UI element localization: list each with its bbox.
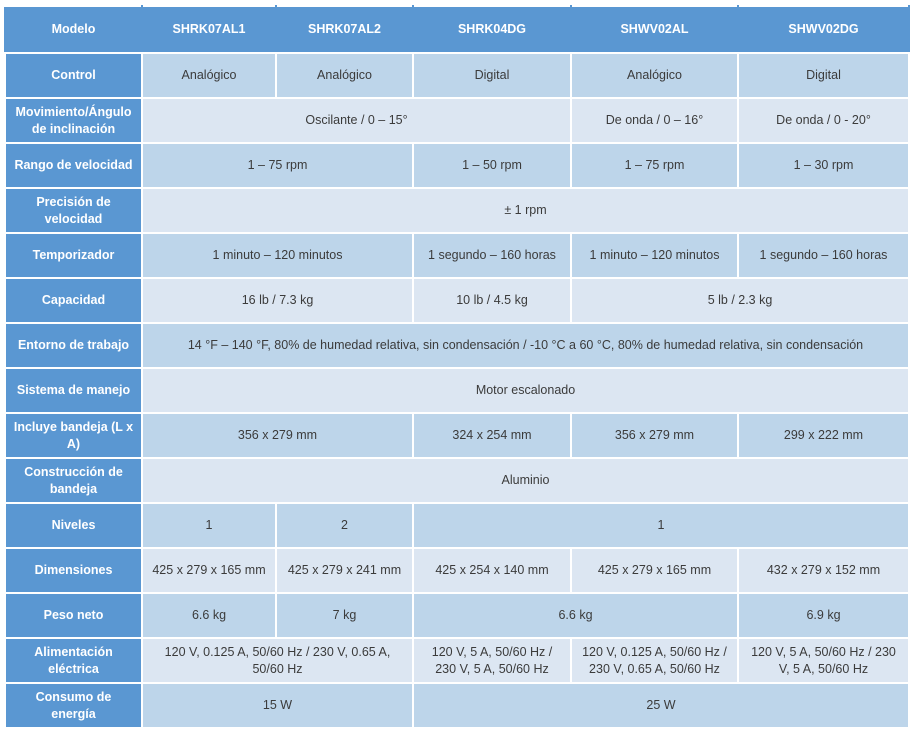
- table-row: Alimentación eléctrica 120 V, 0.125 A, 50…: [4, 637, 910, 684]
- spec-cell: 1 segundo – 160 horas: [412, 232, 572, 279]
- row-header-label: Construcción de bandeja: [4, 457, 143, 504]
- table-row: Dimensiones 425 x 279 x 165 mm 425 x 279 x…: [4, 547, 910, 594]
- spec-cell: 299 x 222 mm: [737, 412, 910, 459]
- spec-cell: 356 x 279 mm: [570, 412, 739, 459]
- spec-cell: 120 V, 0.125 A, 50/60 Hz / 230 V, 0.65 A…: [141, 637, 414, 684]
- header-cell-model-4: SHWV02AL: [570, 5, 739, 54]
- spec-table-body: Control Analógico Analógico Digital Analógic…: [4, 52, 910, 729]
- spec-cell: Analógico: [141, 52, 277, 99]
- spec-cell: Motor escalonado: [141, 367, 910, 414]
- table-row: Capacidad 16 lb / 7.3 kg 10 lb / 4.5 kg 5 l…: [4, 277, 910, 324]
- header-cell-model-1: SHRK07AL1: [141, 5, 277, 54]
- spec-cell: 120 V, 0.125 A, 50/60 Hz / 230 V, 0.65 A…: [570, 637, 739, 684]
- table-row: Entorno de trabajo 14 °F – 140 °F, 80% de…: [4, 322, 910, 369]
- table-row: Construcción de bandeja Aluminio: [4, 457, 910, 504]
- spec-cell: 324 x 254 mm: [412, 412, 572, 459]
- spec-cell: 425 x 254 x 140 mm: [412, 547, 572, 594]
- spec-cell: Oscilante / 0 – 15°: [141, 97, 572, 144]
- header-row: Modelo SHRK07AL1 SHRK07AL2 SHRK04DG SHWV02A…: [4, 5, 910, 54]
- spec-cell: 1 – 30 rpm: [737, 142, 910, 189]
- table-row: Movimiento/Ángulo de inclinación Oscilant…: [4, 97, 910, 144]
- spec-cell: 1: [141, 502, 277, 549]
- table-row: Consumo de energía 15 W 25 W: [4, 682, 910, 729]
- table-row: Rango de velocidad 1 – 75 rpm 1 – 50 rpm 1 …: [4, 142, 910, 189]
- spec-cell: 14 °F – 140 °F, 80% de humedad relativa,…: [141, 322, 910, 369]
- spec-cell: 120 V, 5 A, 50/60 Hz / 230 V, 5 A, 50/60…: [737, 637, 910, 684]
- spec-cell: 10 lb / 4.5 kg: [412, 277, 572, 324]
- header-cell-model-5: SHWV02DG: [737, 5, 910, 54]
- row-header-label: Precisión de velocidad: [4, 187, 143, 234]
- row-header-label: Incluye bandeja (L x A): [4, 412, 143, 459]
- spec-cell: 1 – 50 rpm: [412, 142, 572, 189]
- spec-cell: 25 W: [412, 682, 910, 729]
- spec-cell: 15 W: [141, 682, 414, 729]
- spec-cell: 120 V, 5 A, 50/60 Hz / 230 V, 5 A, 50/60…: [412, 637, 572, 684]
- spec-cell: 425 x 279 x 165 mm: [570, 547, 739, 594]
- row-header-label: Sistema de manejo: [4, 367, 143, 414]
- spec-cell: 6.6 kg: [141, 592, 277, 639]
- spec-cell: ± 1 rpm: [141, 187, 910, 234]
- spec-cell: 1 – 75 rpm: [141, 142, 414, 189]
- spec-cell: 1: [412, 502, 910, 549]
- spec-cell: 1 minuto – 120 minutos: [141, 232, 414, 279]
- header-cell-modelo: Modelo: [4, 5, 143, 54]
- spec-cell: Aluminio: [141, 457, 910, 504]
- spec-cell: 2: [275, 502, 414, 549]
- table-row: Control Analógico Analógico Digital Analógic…: [4, 52, 910, 99]
- header-cell-model-3: SHRK04DG: [412, 5, 572, 54]
- spec-cell: 432 x 279 x 152 mm: [737, 547, 910, 594]
- table-row: Precisión de velocidad ± 1 rpm: [4, 187, 910, 234]
- row-header-label: Control: [4, 52, 143, 99]
- table-row: Temporizador 1 minuto – 120 minutos 1 segu…: [4, 232, 910, 279]
- row-header-label: Movimiento/Ángulo de inclinación: [4, 97, 143, 144]
- spec-cell: 6.9 kg: [737, 592, 910, 639]
- spec-cell: Analógico: [570, 52, 739, 99]
- spec-cell: 1 – 75 rpm: [570, 142, 739, 189]
- spec-cell: De onda / 0 – 16°: [570, 97, 739, 144]
- table-row: Peso neto 6.6 kg 7 kg 6.6 kg 6.9 kg: [4, 592, 910, 639]
- row-header-label: Capacidad: [4, 277, 143, 324]
- spec-cell: 425 x 279 x 241 mm: [275, 547, 414, 594]
- spec-cell: 356 x 279 mm: [141, 412, 414, 459]
- header-cell-model-2: SHRK07AL2: [275, 5, 414, 54]
- spec-cell: Analógico: [275, 52, 414, 99]
- row-header-label: Alimentación eléctrica: [4, 637, 143, 684]
- spec-cell: 16 lb / 7.3 kg: [141, 277, 414, 324]
- spec-cell: 425 x 279 x 165 mm: [141, 547, 277, 594]
- product-spec-table: Modelo SHRK07AL1 SHRK07AL2 SHRK04DG SHWV02A…: [4, 5, 910, 729]
- row-header-label: Dimensiones: [4, 547, 143, 594]
- table-row: Incluye bandeja (L x A) 356 x 279 mm 324 x…: [4, 412, 910, 459]
- spec-cell: 1 minuto – 120 minutos: [570, 232, 739, 279]
- row-header-label: Rango de velocidad: [4, 142, 143, 189]
- table-row: Niveles 1 2 1: [4, 502, 910, 549]
- spec-cell: De onda / 0 - 20°: [737, 97, 910, 144]
- spec-cell: Digital: [737, 52, 910, 99]
- table-row: Sistema de manejo Motor escalonado: [4, 367, 910, 414]
- row-header-label: Niveles: [4, 502, 143, 549]
- row-header-label: Peso neto: [4, 592, 143, 639]
- spec-cell: 6.6 kg: [412, 592, 739, 639]
- row-header-label: Entorno de trabajo: [4, 322, 143, 369]
- row-header-label: Consumo de energía: [4, 682, 143, 729]
- spec-cell: 5 lb / 2.3 kg: [570, 277, 910, 324]
- spec-cell: Digital: [412, 52, 572, 99]
- row-header-label: Temporizador: [4, 232, 143, 279]
- spec-cell: 1 segundo – 160 horas: [737, 232, 910, 279]
- spec-cell: 7 kg: [275, 592, 414, 639]
